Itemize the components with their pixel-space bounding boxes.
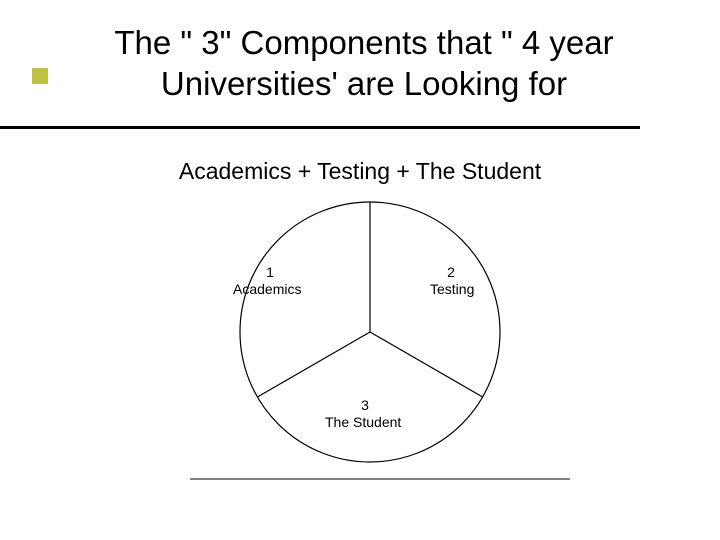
pie-chart: 1Academics 2Testing 3The Student: [155, 192, 585, 492]
chart-underline: [190, 478, 570, 480]
pie-label-num-1: 2: [447, 264, 455, 280]
pie-label-text-2: The Student: [325, 414, 401, 430]
title-block: The " 3" Components that " 4 year Univer…: [54, 22, 674, 105]
pie-label-num-2: 3: [361, 397, 369, 413]
title-bullet: [32, 68, 48, 84]
subtitle-text: Academics + Testing + The Student: [0, 158, 720, 185]
pie-label-text-0: Academics: [233, 281, 301, 297]
pie-label-num-0: 1: [266, 264, 274, 280]
slide-title: The " 3" Components that " 4 year Univer…: [54, 22, 674, 105]
pie-chart-area: 1Academics 2Testing 3The Student: [155, 192, 585, 492]
pie-label-text-1: Testing: [430, 281, 474, 297]
title-underline: [0, 126, 640, 129]
